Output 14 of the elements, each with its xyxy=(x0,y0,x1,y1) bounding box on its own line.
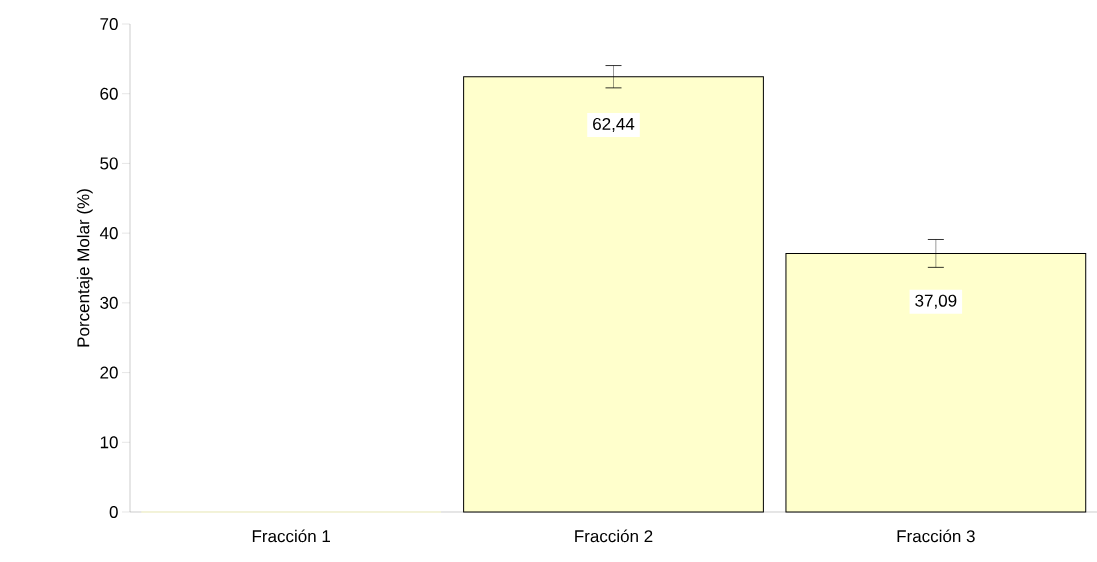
y-tick-label: 40 xyxy=(99,227,118,240)
y-tick-label: 70 xyxy=(100,17,118,31)
y-tick-label: 60 xyxy=(100,87,118,100)
data-label: 62,44 xyxy=(593,117,635,132)
y-tick-label: 30 xyxy=(100,296,118,309)
x-tick-label: Fracción 1 xyxy=(252,529,330,543)
data-label: 37,09 xyxy=(915,294,957,309)
y-axis-title: Porcentaje Molar (%) xyxy=(76,189,93,347)
x-tick-label: Fracción 2 xyxy=(575,529,653,543)
y-tick-label: 10 xyxy=(100,436,118,449)
y-tick-label: 0 xyxy=(109,505,118,519)
x-tick-label: Fracción 3 xyxy=(897,529,975,543)
y-tick-label: 50 xyxy=(100,157,118,170)
y-tick-label: 20 xyxy=(100,366,118,379)
